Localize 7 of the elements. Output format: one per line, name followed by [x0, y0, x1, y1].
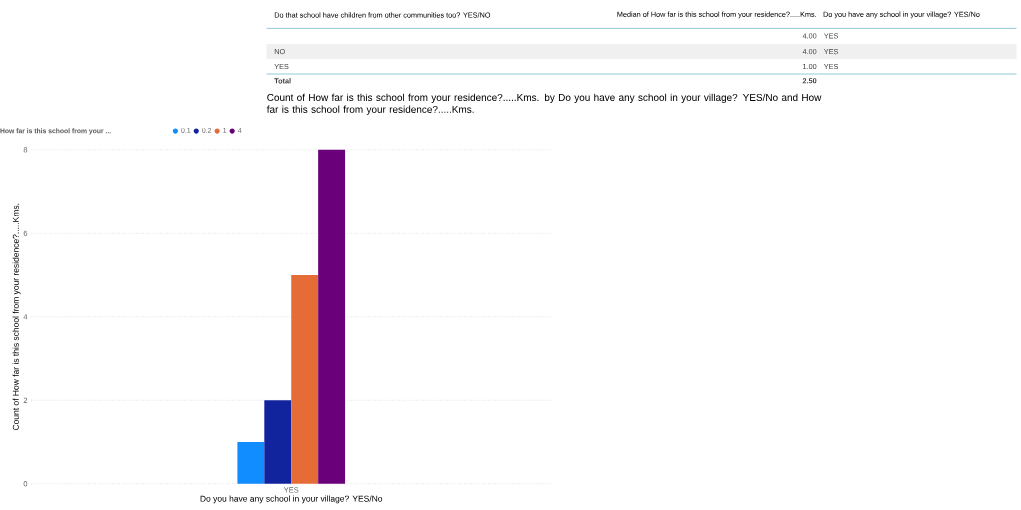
chart-title: Count of How far is this school from your residence?.....Kms. by Do you have any school in your village? YES/No and How far is this school from your residence?.....Kms. — [266, 93, 822, 115]
bar — [291, 275, 319, 484]
y-axis-title: Count of How far is this school from your residence?.....Kms. — [12, 203, 21, 431]
bar — [318, 149, 346, 484]
bar — [237, 442, 265, 484]
bar — [264, 400, 292, 484]
x-axis-title: Do you have any school in your village? YES/No — [200, 495, 383, 504]
